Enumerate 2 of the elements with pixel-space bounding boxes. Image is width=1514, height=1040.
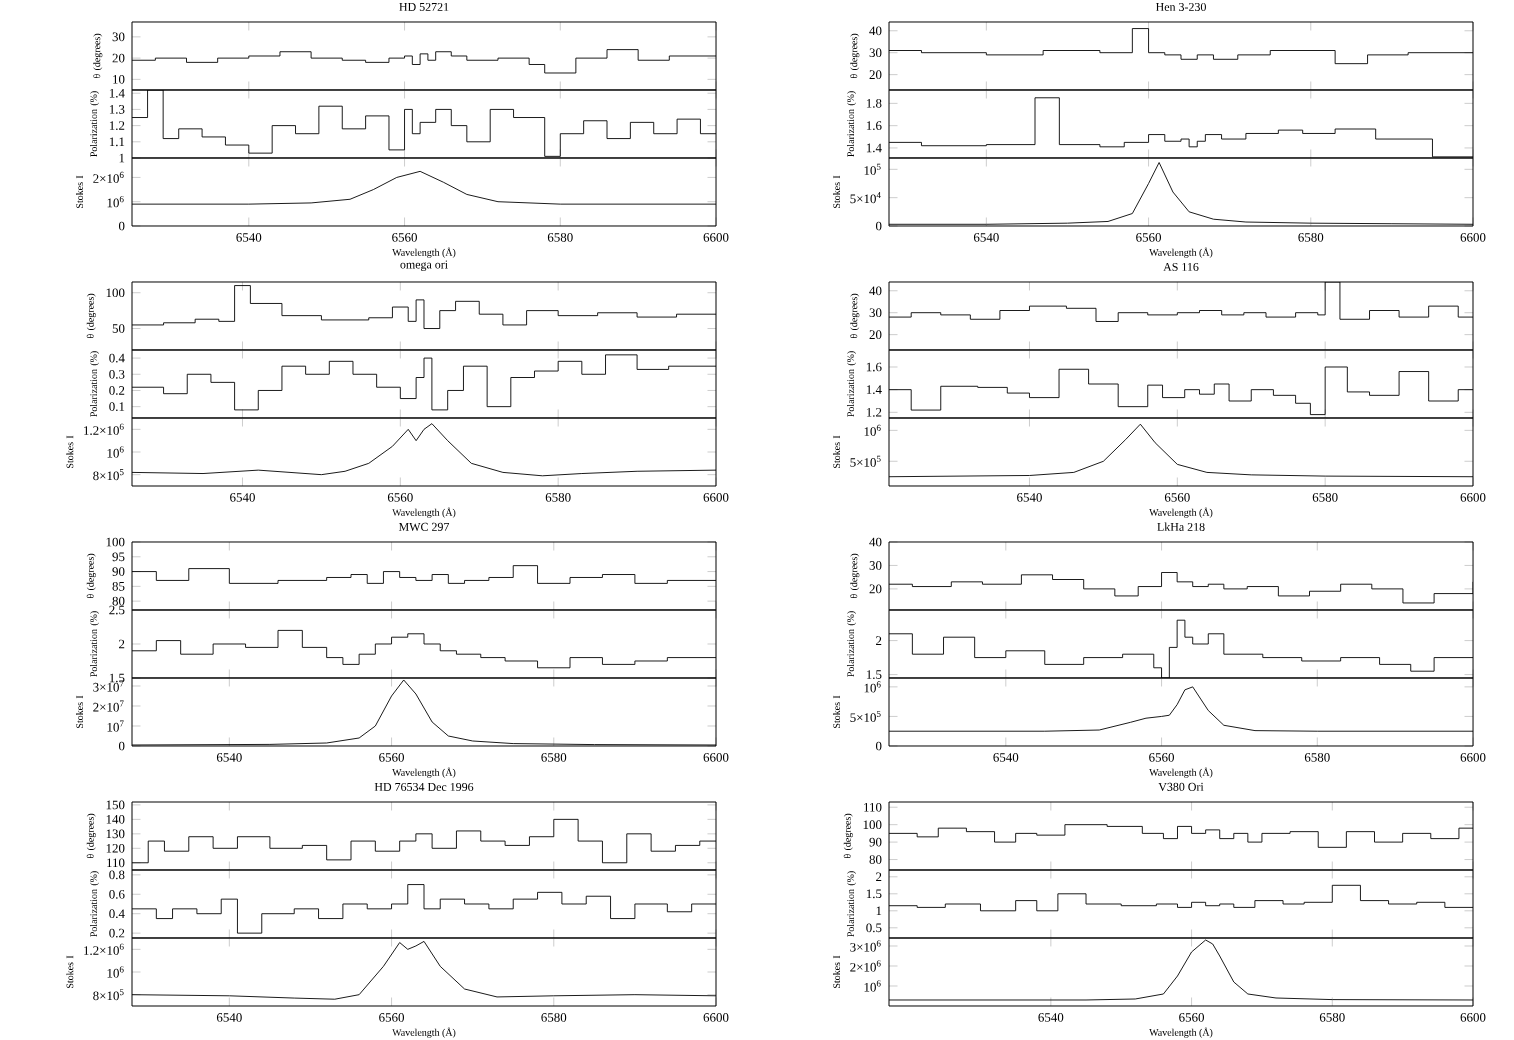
line-series: [132, 940, 716, 1000]
line-series: [889, 939, 1474, 1001]
